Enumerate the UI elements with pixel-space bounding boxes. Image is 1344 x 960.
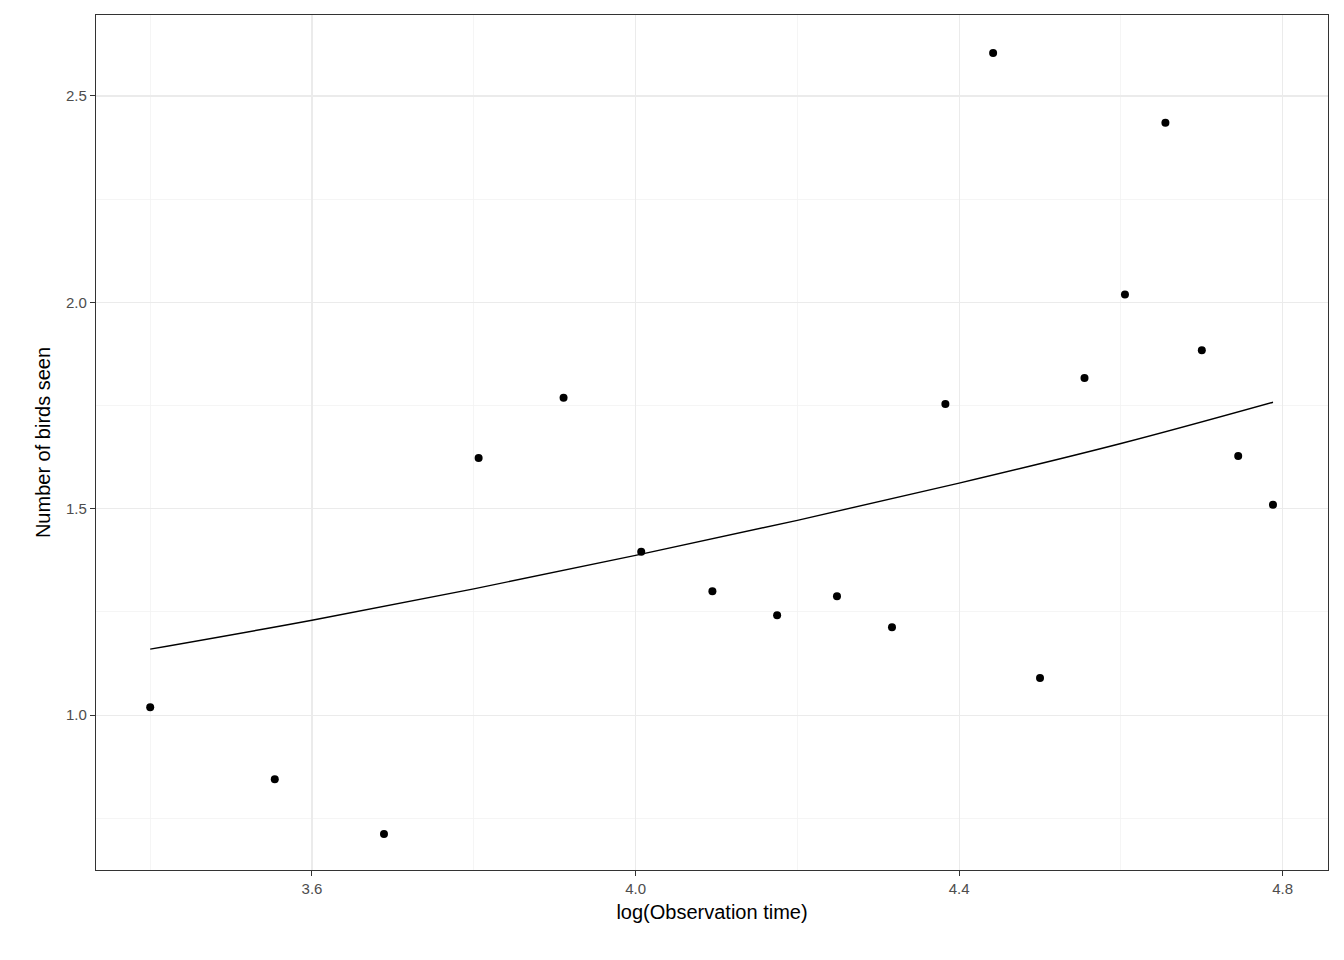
svg-text:4.8: 4.8 [1272,880,1293,897]
svg-text:log(Observation time): log(Observation time) [616,901,807,923]
svg-text:2.5: 2.5 [66,87,87,104]
svg-text:4.4: 4.4 [949,880,970,897]
svg-text:Number of birds seen: Number of birds seen [32,347,54,538]
svg-text:4.0: 4.0 [625,880,646,897]
svg-text:1.0: 1.0 [66,706,87,723]
svg-text:3.6: 3.6 [302,880,323,897]
svg-text:1.5: 1.5 [66,500,87,517]
svg-text:2.0: 2.0 [66,294,87,311]
